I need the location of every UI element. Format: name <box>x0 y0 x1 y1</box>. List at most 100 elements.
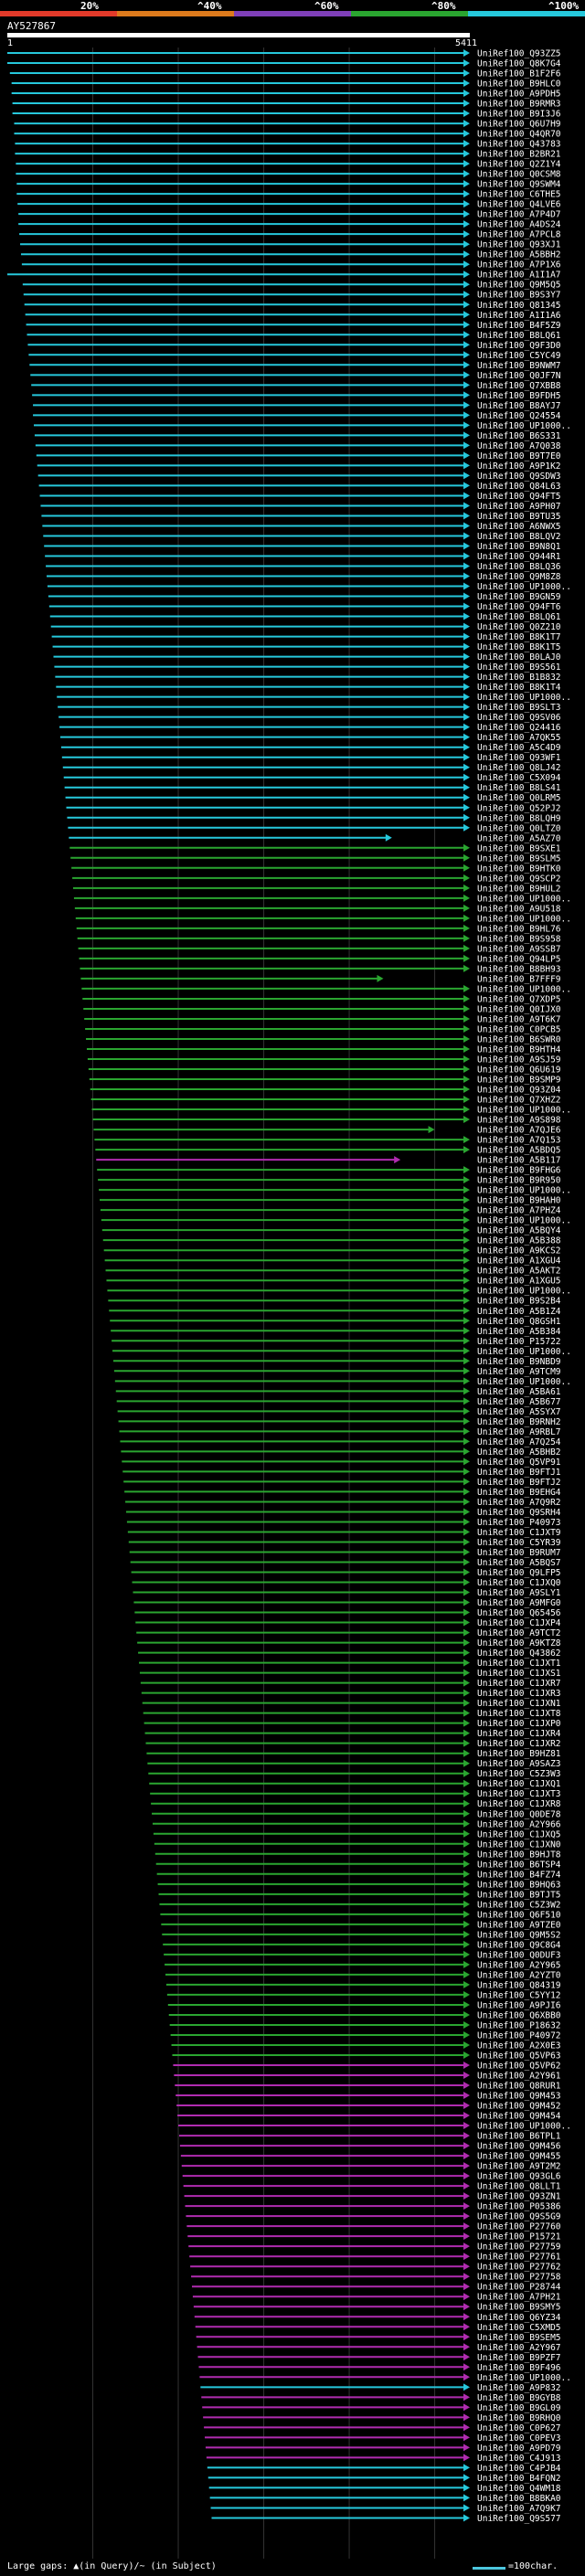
subject-label[interactable]: UniRef100_Q9F3D0 <box>477 341 561 351</box>
subject-label[interactable]: UniRef100_A2Y966 <box>477 1819 561 1829</box>
subject-label[interactable]: UniRef100_C4J913 <box>477 2454 561 2464</box>
subject-label[interactable]: UniRef100_B1B832 <box>477 673 561 683</box>
subject-label[interactable]: UniRef100_P28744 <box>477 2283 561 2293</box>
subject-label[interactable]: UniRef100_A5BQS7 <box>477 1558 561 1568</box>
subject-label[interactable]: UniRef100_Q81345 <box>477 301 561 311</box>
subject-label[interactable]: UniRef100_B8K1T5 <box>477 642 561 652</box>
subject-label[interactable]: UniRef100_B6TSP4 <box>477 1860 561 1870</box>
subject-label[interactable]: UniRef100_B8BKA0 <box>477 2494 561 2504</box>
subject-label[interactable]: UniRef100_A9T6K7 <box>477 1014 561 1024</box>
subject-label[interactable]: UniRef100_P15721 <box>477 2232 561 2242</box>
subject-label[interactable]: UniRef100_B6S331 <box>477 431 561 441</box>
subject-label[interactable]: UniRef100_A2Y967 <box>477 2343 561 2353</box>
subject-label[interactable]: UniRef100_B9HZ81 <box>477 1749 561 1759</box>
subject-label[interactable]: UniRef100_A7QJE6 <box>477 1126 561 1136</box>
subject-label[interactable]: UniRef100_Q8LJ42 <box>477 763 561 773</box>
subject-label[interactable]: UniRef100_B8LS41 <box>477 783 561 793</box>
subject-label[interactable]: UniRef100_Q8LLT1 <box>477 2182 561 2192</box>
subject-label[interactable]: UniRef100_A1XGU4 <box>477 1256 561 1267</box>
subject-label[interactable]: UniRef100_C5YC49 <box>477 351 561 361</box>
subject-label[interactable]: UniRef100_P27759 <box>477 2242 561 2253</box>
subject-label[interactable]: UniRef100_B9N8Q1 <box>477 542 561 552</box>
subject-label[interactable]: UniRef100_A9PD79 <box>477 2443 561 2454</box>
subject-label[interactable]: UniRef100_B9S2B4 <box>477 1297 561 1307</box>
subject-label[interactable]: UniRef100_Q9M454 <box>477 2112 561 2122</box>
subject-label[interactable]: UniRef100_A5AZ70 <box>477 833 561 843</box>
subject-label[interactable]: UniRef100_Q6XBB0 <box>477 2010 561 2020</box>
subject-label[interactable]: UniRef100_A7PH21 <box>477 2293 561 2303</box>
subject-label[interactable]: UniRef100_Q0IJX0 <box>477 1004 561 1014</box>
subject-label[interactable]: UniRef100_C5XMD5 <box>477 2323 561 2333</box>
subject-label[interactable]: UniRef100_Q43862 <box>477 1648 561 1659</box>
subject-label[interactable]: UniRef100_Q94FT6 <box>477 602 561 612</box>
subject-label[interactable]: UniRef100_B8BH93 <box>477 964 561 974</box>
subject-label[interactable]: UniRef100_C1JXR8 <box>477 1799 561 1809</box>
subject-label[interactable]: UniRef100_B9RUM7 <box>477 1548 561 1558</box>
subject-label[interactable]: UniRef100_Q0Z210 <box>477 622 561 632</box>
subject-label[interactable]: UniRef100_B2BR21 <box>477 150 561 160</box>
subject-label[interactable]: UniRef100_Q0LTZ0 <box>477 823 561 833</box>
subject-label[interactable]: UniRef100_B9HLC0 <box>477 80 561 90</box>
subject-label[interactable]: UniRef100_Q84L63 <box>477 482 561 492</box>
subject-label[interactable]: UniRef100_B9HL76 <box>477 924 561 934</box>
subject-label[interactable]: UniRef100_B8K1T7 <box>477 632 561 642</box>
subject-label[interactable]: UniRef100_Q9SRH4 <box>477 1508 561 1518</box>
subject-label[interactable]: UniRef100_Q9M453 <box>477 2092 561 2102</box>
subject-label[interactable]: UniRef100_A7PHZ4 <box>477 1206 561 1216</box>
subject-label[interactable]: UniRef100_Q9M5Q5 <box>477 281 561 291</box>
subject-label[interactable]: UniRef100_B9FHG6 <box>477 1166 561 1176</box>
subject-label[interactable]: UniRef100_P27762 <box>477 2263 561 2273</box>
subject-label[interactable]: UniRef100_C1JXP0 <box>477 1719 561 1729</box>
subject-label[interactable]: UniRef100_C1JXQ5 <box>477 1829 561 1839</box>
subject-label[interactable]: UniRef100_A5B117 <box>477 1156 561 1166</box>
subject-label[interactable]: UniRef100_A2X0E3 <box>477 2041 561 2051</box>
subject-label[interactable]: UniRef100_C1JXR2 <box>477 1739 561 1749</box>
subject-label[interactable]: UniRef100_B9S958 <box>477 934 561 944</box>
subject-label[interactable]: UniRef100_A6NWX5 <box>477 522 561 532</box>
subject-label[interactable]: UniRef100_Q9SWM4 <box>477 180 561 190</box>
subject-label[interactable]: UniRef100_A9P832 <box>477 2383 561 2393</box>
subject-label[interactable]: UniRef100_A7Q9R2 <box>477 1498 561 1508</box>
subject-label[interactable]: UniRef100_Q43783 <box>477 140 561 150</box>
subject-label[interactable]: UniRef100_B4FQN2 <box>477 2474 561 2484</box>
subject-label[interactable]: UniRef100_C1JXQ1 <box>477 1779 561 1789</box>
subject-label[interactable]: UniRef100_Q4LVE6 <box>477 200 561 210</box>
subject-label[interactable]: UniRef100_Q93Z04 <box>477 1086 561 1096</box>
subject-label[interactable]: UniRef100_C1JXR7 <box>477 1679 561 1689</box>
subject-label[interactable]: UniRef100_B9HJT8 <box>477 1850 561 1860</box>
subject-label[interactable]: UniRef100_A5SYX7 <box>477 1407 561 1417</box>
subject-label[interactable]: UniRef100_A9PJI6 <box>477 2000 561 2010</box>
subject-label[interactable]: UniRef100_Q0DUF3 <box>477 1950 561 1960</box>
subject-label[interactable]: UniRef100_C1JXS1 <box>477 1669 561 1679</box>
subject-label[interactable]: UniRef100_Q93ZZ5 <box>477 49 561 59</box>
subject-label[interactable]: UniRef100_B9T7E0 <box>477 451 561 461</box>
subject-label[interactable]: UniRef100_Q6F510 <box>477 1910 561 1920</box>
subject-label[interactable]: UniRef100_B1F2F6 <box>477 69 561 80</box>
subject-label[interactable]: UniRef100_B6TPL1 <box>477 2132 561 2142</box>
subject-label[interactable]: UniRef100_B9NBD9 <box>477 1357 561 1367</box>
subject-label[interactable]: UniRef100_B9I3J6 <box>477 110 561 120</box>
subject-label[interactable]: UniRef100_B9TJT5 <box>477 1890 561 1900</box>
subject-label[interactable]: UniRef100_B6SWR0 <box>477 1034 561 1044</box>
subject-label[interactable]: UniRef100_UP1000.. <box>477 894 571 904</box>
subject-label[interactable]: UniRef100_A5B388 <box>477 1236 561 1246</box>
subject-label[interactable]: UniRef100_B9HTH4 <box>477 1044 561 1055</box>
subject-label[interactable]: UniRef100_Q24554 <box>477 411 561 421</box>
subject-label[interactable]: UniRef100_A9TCT2 <box>477 1628 561 1638</box>
subject-label[interactable]: UniRef100_B9SXE1 <box>477 843 561 853</box>
subject-label[interactable]: UniRef100_Q8K7G4 <box>477 59 561 69</box>
subject-label[interactable]: UniRef100_Q9S577 <box>477 2514 561 2524</box>
subject-label[interactable]: UniRef100_C1JXT3 <box>477 1789 561 1799</box>
subject-label[interactable]: UniRef100_P27758 <box>477 2273 561 2283</box>
subject-label[interactable]: UniRef100_B8LQ61 <box>477 612 561 622</box>
subject-label[interactable]: UniRef100_Q8RUR1 <box>477 2082 561 2092</box>
subject-label[interactable]: UniRef100_A9S898 <box>477 1116 561 1126</box>
subject-label[interactable]: UniRef100_B9HAH0 <box>477 1196 561 1206</box>
subject-label[interactable]: UniRef100_Q9SCP2 <box>477 874 561 884</box>
subject-label[interactable]: UniRef100_UP1000.. <box>477 2373 571 2383</box>
subject-label[interactable]: UniRef100_B9S561 <box>477 663 561 673</box>
subject-label[interactable]: UniRef100_Q0CSM8 <box>477 170 561 180</box>
subject-label[interactable]: UniRef100_A2Y961 <box>477 2072 561 2082</box>
subject-label[interactable]: UniRef100_B4FZ74 <box>477 1870 561 1880</box>
subject-label[interactable]: UniRef100_B9RMR3 <box>477 100 561 110</box>
